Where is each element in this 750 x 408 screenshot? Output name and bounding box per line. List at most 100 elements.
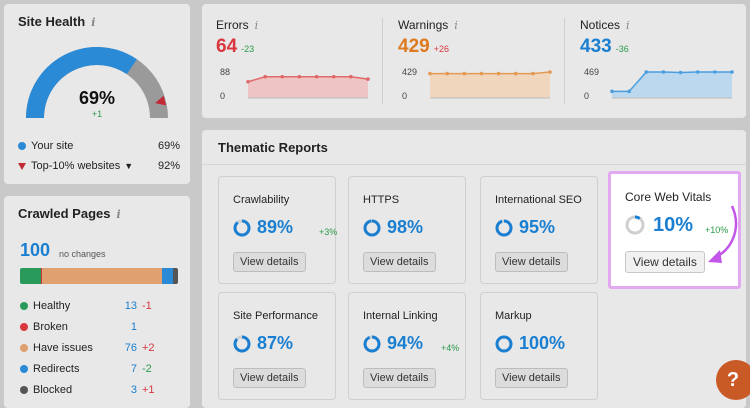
stat-value[interactable]: 433 -36 xyxy=(580,36,629,57)
thematic-tile-https[interactable]: HTTPS 98% View details xyxy=(348,176,466,284)
sparkline-point xyxy=(513,71,518,76)
stat-notices[interactable]: Notices i 433 -36 469 0 xyxy=(566,4,746,118)
your-site-dot xyxy=(18,142,26,150)
stat-warnings[interactable]: Warnings i 429 +26 429 0 xyxy=(384,4,564,118)
tile-percent: 94% xyxy=(387,333,424,353)
help-button[interactable]: ? xyxy=(716,360,750,400)
sparkline-line xyxy=(612,71,732,93)
view-details-button[interactable]: View details xyxy=(233,252,306,272)
crawl-bar-segment xyxy=(162,268,174,284)
crawl-delta: +2 xyxy=(142,342,155,354)
sparkline-point xyxy=(496,71,501,76)
progress-ring-fill xyxy=(625,215,645,235)
crawl-row-blocked[interactable]: Blocked 3 +1 xyxy=(20,384,190,396)
core-web-vitals-tile[interactable]: Core Web Vitals 10% +10% View details xyxy=(608,171,741,289)
view-details-button[interactable]: View details xyxy=(363,252,436,272)
info-icon[interactable]: i xyxy=(91,16,96,29)
site-health-gauge xyxy=(26,47,168,119)
progress-ring-fill xyxy=(233,219,251,237)
status-dot xyxy=(20,302,28,310)
tile-name: HTTPS xyxy=(363,194,400,206)
sparkline-area xyxy=(248,76,368,98)
thematic-tile-markup[interactable]: Markup 100% View details xyxy=(480,292,598,400)
info-icon[interactable]: i xyxy=(116,208,121,221)
info-icon[interactable]: i xyxy=(254,19,259,32)
stat-delta: +26 xyxy=(433,44,449,54)
top10-marker xyxy=(155,95,167,106)
legend-value: 69% xyxy=(157,140,180,152)
site-health-card: Site Health i 69% +1 Your site 69% Top-10… xyxy=(4,4,190,184)
progress-ring-fill xyxy=(495,335,513,353)
tile-percent: 95% xyxy=(519,217,556,237)
tile-delta: +10% xyxy=(705,225,729,235)
y-min-label: 0 xyxy=(584,91,590,101)
crawled-total[interactable]: 100 xyxy=(20,240,51,260)
sparkline-point xyxy=(661,70,666,74)
issues-summary-card: Errors i 64 -23 88 0 Warnings i 429 +26 429 0 Notice… xyxy=(202,4,746,118)
view-details-button[interactable]: View details xyxy=(625,251,705,273)
crawl-label: Healthy xyxy=(33,300,71,312)
progress-ring-fill xyxy=(363,219,381,237)
site-health-title: Site Health i xyxy=(18,14,96,29)
stat-delta: -36 xyxy=(615,44,629,54)
tile-delta: +4% xyxy=(441,343,460,353)
sparkline-point xyxy=(713,70,717,74)
stat-delta: -23 xyxy=(241,44,255,54)
crawl-delta: +1 xyxy=(142,384,155,396)
view-details-button[interactable]: View details xyxy=(233,368,306,388)
sparkline-point xyxy=(610,89,614,94)
tile-name: International SEO xyxy=(495,194,582,206)
view-details-button[interactable]: View details xyxy=(495,252,568,272)
sparkline-point xyxy=(548,70,552,74)
crawl-count[interactable]: 3 xyxy=(130,384,137,396)
sparkline xyxy=(246,74,370,99)
info-icon[interactable]: i xyxy=(454,19,458,32)
stat-errors[interactable]: Errors i 64 -23 88 0 xyxy=(202,4,382,118)
y-max-label: 429 xyxy=(402,67,418,77)
tile-percent: 98% xyxy=(387,217,424,237)
crawl-row-redirects[interactable]: Redirects 7 -2 xyxy=(20,363,190,375)
crawl-count[interactable]: 76 xyxy=(124,342,137,354)
sparkline-point xyxy=(349,74,353,79)
thematic-tile-international-seo[interactable]: International SEO 95% View details xyxy=(480,176,598,284)
stat-label: Warnings i xyxy=(398,18,458,32)
view-details-button[interactable]: View details xyxy=(363,368,436,388)
legend-label: Your site xyxy=(31,140,74,152)
crawl-count[interactable]: 13 xyxy=(124,300,137,312)
crawl-label: Redirects xyxy=(33,363,80,375)
crawl-label: Have issues xyxy=(33,342,93,354)
crawl-count[interactable]: 7 xyxy=(130,363,137,375)
view-details-button[interactable]: View details xyxy=(495,368,568,388)
sparkline-point xyxy=(331,74,336,79)
progress-ring xyxy=(495,219,513,237)
sparkline-point xyxy=(280,74,285,79)
progress-ring-fill xyxy=(233,335,251,353)
info-icon[interactable]: i xyxy=(626,19,630,32)
crawl-bar-segment xyxy=(42,268,163,284)
crawl-row-have-issues[interactable]: Have issues 76 +2 xyxy=(20,342,190,354)
crawl-row-healthy[interactable]: Healthy 13 -1 xyxy=(20,300,190,312)
thematic-tile-crawlability[interactable]: Crawlability 89% +3% View details xyxy=(218,176,337,284)
stat-value[interactable]: 429 +26 xyxy=(398,36,449,57)
chevron-down-icon[interactable]: ▼ xyxy=(124,161,134,171)
triangle-icon xyxy=(18,162,26,170)
crawl-delta: -2 xyxy=(142,363,152,375)
sparkline-point xyxy=(366,77,370,81)
legend-top10[interactable]: Top-10% websites ▼ 92% xyxy=(18,160,180,172)
divider xyxy=(382,18,383,104)
thematic-tile-internal-linking[interactable]: Internal Linking 94% +4% View details xyxy=(348,292,466,400)
sparkline-point xyxy=(695,70,700,74)
thematic-tile-site-performance[interactable]: Site Performance 87% View details xyxy=(218,292,336,400)
gauge-fill xyxy=(26,47,137,119)
y-min-label: 0 xyxy=(402,91,408,101)
site-health-delta: +1 xyxy=(91,109,103,119)
stat-value[interactable]: 64 -23 xyxy=(216,36,255,57)
stat-label: Errors i xyxy=(216,18,259,32)
thematic-reports-title: Thematic Reports xyxy=(218,140,328,155)
sparkline-area xyxy=(612,72,732,98)
crawl-row-broken[interactable]: Broken 1 xyxy=(20,321,190,333)
sparkline-point xyxy=(297,74,302,79)
progress-ring xyxy=(363,219,381,237)
tile-percent: 89% xyxy=(257,217,294,237)
crawl-count[interactable]: 1 xyxy=(130,321,137,333)
